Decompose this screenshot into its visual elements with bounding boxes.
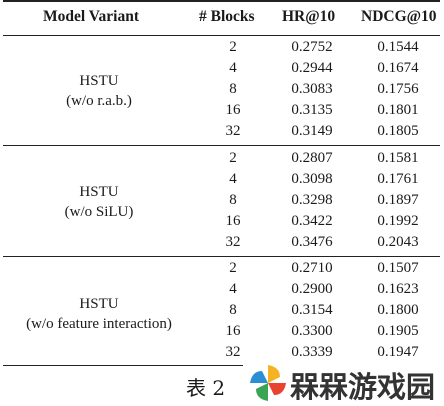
logo-petal <box>256 383 268 401</box>
bottom-rule <box>3 365 243 366</box>
cell-ndcg: 0.1800 <box>377 302 419 318</box>
cell-blocks: 32 <box>225 234 241 250</box>
variant-detail: (w/o r.a.b.) <box>66 93 132 109</box>
variant-name: HSTU <box>79 296 119 312</box>
variant-group: HSTU (w/o SiLU) 2 0.2807 0.1581 4 0.3098… <box>3 150 440 255</box>
variant-label: HSTU (w/o feature interaction) <box>3 294 195 334</box>
cell-hr: 0.2807 <box>291 150 333 166</box>
cell-ndcg: 0.1756 <box>377 81 419 97</box>
cell-ndcg: 0.1805 <box>377 123 419 139</box>
table-row: 2 0.2752 0.1544 <box>3 39 440 60</box>
cell-blocks: 16 <box>225 323 241 339</box>
logo-petal <box>250 371 268 383</box>
cell-hr: 0.2944 <box>291 60 333 76</box>
table-row: 4 0.2944 0.1674 <box>3 60 440 81</box>
cell-ndcg: 0.1623 <box>377 281 419 297</box>
group-rule <box>3 145 440 146</box>
variant-label: HSTU (w/o SiLU) <box>3 182 195 222</box>
cell-blocks: 16 <box>225 102 241 118</box>
cell-ndcg: 0.1507 <box>377 260 419 276</box>
header-blocks: # Blocks <box>199 8 255 25</box>
cell-hr: 0.3300 <box>291 323 333 339</box>
table-row: 16 0.3300 0.1905 <box>3 323 440 344</box>
cell-blocks: 2 <box>229 150 237 166</box>
cell-ndcg: 0.1947 <box>377 344 419 360</box>
cell-hr: 0.3422 <box>291 213 333 229</box>
cell-blocks: 2 <box>229 39 237 55</box>
table-row: 32 0.3149 0.1805 <box>3 123 440 144</box>
cell-hr: 0.2710 <box>291 260 333 276</box>
cell-ndcg: 0.1992 <box>377 213 419 229</box>
cell-ndcg: 0.1801 <box>377 102 419 118</box>
cell-ndcg: 0.1544 <box>377 39 419 55</box>
variant-detail: (w/o SiLU) <box>64 204 134 220</box>
table-row: 32 0.3476 0.2043 <box>3 234 440 255</box>
header-ndcg: NDCG@10 <box>361 8 437 25</box>
cell-blocks: 8 <box>229 81 237 97</box>
variant-label: HSTU (w/o r.a.b.) <box>3 71 195 111</box>
table-header: Model Variant # Blocks HR@10 NDCG@10 <box>3 0 440 36</box>
cell-hr: 0.3083 <box>291 81 333 97</box>
group-rule <box>3 256 440 257</box>
table-row: 8 0.3298 0.1897 <box>3 192 440 213</box>
cell-ndcg: 0.1581 <box>377 150 419 166</box>
table-row: 32 0.3339 0.1947 <box>3 344 440 365</box>
logo-petal <box>268 365 280 383</box>
cell-blocks: 32 <box>225 344 241 360</box>
table-row: 2 0.2807 0.1581 <box>3 150 440 171</box>
table-row: 16 0.3135 0.1801 <box>3 102 440 123</box>
header-rule <box>3 35 440 36</box>
table-row: 8 0.3154 0.1800 <box>3 302 440 323</box>
cell-hr: 0.3298 <box>291 192 333 208</box>
cell-blocks: 16 <box>225 213 241 229</box>
cell-blocks: 4 <box>229 171 237 187</box>
cell-blocks: 8 <box>229 302 237 318</box>
cell-ndcg: 0.1897 <box>377 192 419 208</box>
table-row: 2 0.2710 0.1507 <box>3 260 440 281</box>
cell-hr: 0.2752 <box>291 39 333 55</box>
cell-blocks: 8 <box>229 192 237 208</box>
header-hr: HR@10 <box>282 8 336 25</box>
cell-blocks: 2 <box>229 260 237 276</box>
top-rule <box>3 0 440 2</box>
cell-blocks: 4 <box>229 60 237 76</box>
cell-hr: 0.3154 <box>291 302 333 318</box>
variant-detail: (w/o feature interaction) <box>26 316 172 332</box>
cell-hr: 0.3476 <box>291 234 333 250</box>
cell-ndcg: 0.1761 <box>377 171 419 187</box>
cell-ndcg: 0.1905 <box>377 323 419 339</box>
variant-group: HSTU (w/o feature interaction) 2 0.2710 … <box>3 260 440 365</box>
table-row: 16 0.3422 0.1992 <box>3 213 440 234</box>
variant-group: HSTU (w/o r.a.b.) 2 0.2752 0.1544 4 0.29… <box>3 39 440 144</box>
header-model-variant: Model Variant <box>43 8 140 25</box>
cell-blocks: 4 <box>229 281 237 297</box>
table-row: 4 0.3098 0.1761 <box>3 171 440 192</box>
table-row: 8 0.3083 0.1756 <box>3 81 440 102</box>
logo-petal <box>268 383 286 395</box>
variant-name: HSTU <box>79 184 119 200</box>
cell-hr: 0.3098 <box>291 171 333 187</box>
cell-hr: 0.2900 <box>291 281 333 297</box>
variant-name: HSTU <box>79 73 119 89</box>
cell-blocks: 32 <box>225 123 241 139</box>
table-caption: 表 2 <box>186 376 226 400</box>
cell-ndcg: 0.1674 <box>377 60 419 76</box>
cell-hr: 0.3135 <box>291 102 333 118</box>
pinwheel-logo-icon <box>250 365 286 401</box>
cell-hr: 0.3339 <box>291 344 333 360</box>
cell-ndcg: 0.2043 <box>377 234 419 250</box>
cell-hr: 0.3149 <box>291 123 333 139</box>
table-row: 4 0.2900 0.1623 <box>3 281 440 302</box>
watermark-text: 槑槑游戏园 <box>290 370 436 404</box>
watermark-logo: 槑槑游戏园 <box>246 360 444 406</box>
